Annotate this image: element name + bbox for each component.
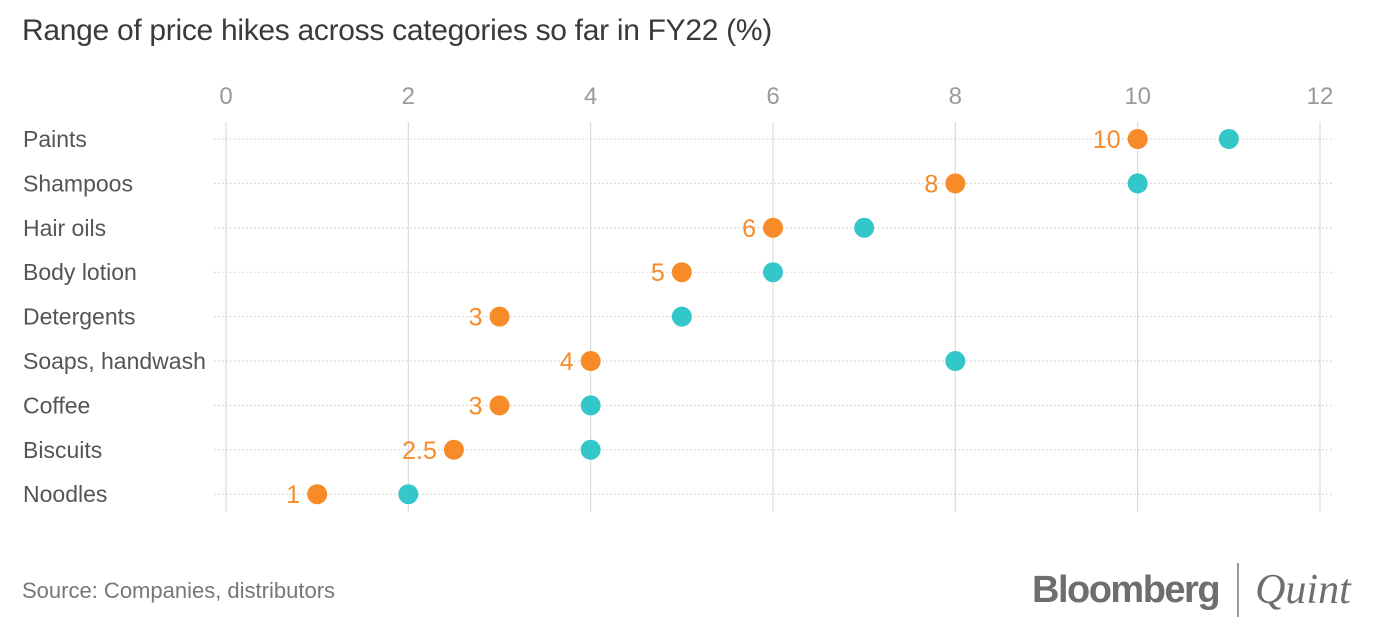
low-value-label: 1 <box>286 481 300 509</box>
dumbbell-chart: 0 2 4 6 8 10 12 Paints Shampoos Hair oils Body lo… <box>23 83 1334 512</box>
low-value-label: 3 <box>469 392 483 420</box>
high-point <box>580 439 601 460</box>
low-point <box>1127 129 1148 149</box>
high-point <box>763 262 783 283</box>
brand-name-quint: Quint <box>1255 567 1351 613</box>
category-label: Paints <box>23 126 87 152</box>
brand-logo: Bloomberg Quint <box>1032 560 1351 620</box>
low-point <box>580 351 601 371</box>
high-point <box>398 484 419 505</box>
low-point <box>489 395 510 416</box>
category-label: Noodles <box>23 481 107 507</box>
x-tick-label: 12 <box>1307 83 1334 110</box>
x-tick-label: 8 <box>949 83 962 110</box>
x-tick-label: 10 <box>1124 83 1151 110</box>
brand-name-bloomberg: Bloomberg <box>1032 568 1221 611</box>
high-point <box>580 395 601 416</box>
source-note: Source: Companies, distributors <box>22 578 336 603</box>
x-tick-label: 4 <box>584 83 597 110</box>
low-value-label: 2.5 <box>402 437 437 465</box>
category-label: Body lotion <box>23 259 137 285</box>
low-point <box>671 262 692 283</box>
category-label: Soaps, handwash <box>23 348 206 374</box>
high-point <box>945 351 966 371</box>
high-point <box>854 217 875 238</box>
category-label: Biscuits <box>23 437 102 463</box>
low-value-label: 6 <box>742 215 756 243</box>
brand-divider <box>1237 563 1240 617</box>
x-tick-label: 0 <box>219 83 232 110</box>
low-point <box>763 217 783 238</box>
category-label: Detergents <box>23 304 136 330</box>
category-label: Shampoos <box>23 170 133 196</box>
low-value-label: 8 <box>924 170 938 198</box>
low-value-label: 4 <box>560 348 574 376</box>
category-label: Hair oils <box>23 215 106 241</box>
low-point <box>307 484 328 505</box>
low-point <box>489 306 510 327</box>
high-point <box>1127 173 1148 194</box>
low-value-label: 3 <box>469 304 483 332</box>
chart-title: Range of price hikes across categories s… <box>22 14 772 47</box>
low-value-label: 5 <box>651 259 665 287</box>
low-point <box>443 439 464 460</box>
x-tick-label: 2 <box>402 83 415 110</box>
low-point <box>945 173 966 194</box>
high-point <box>1218 129 1239 149</box>
low-value-label: 10 <box>1093 126 1121 154</box>
x-tick-label: 6 <box>766 83 779 110</box>
category-label: Coffee <box>23 392 90 418</box>
high-point <box>671 306 692 327</box>
